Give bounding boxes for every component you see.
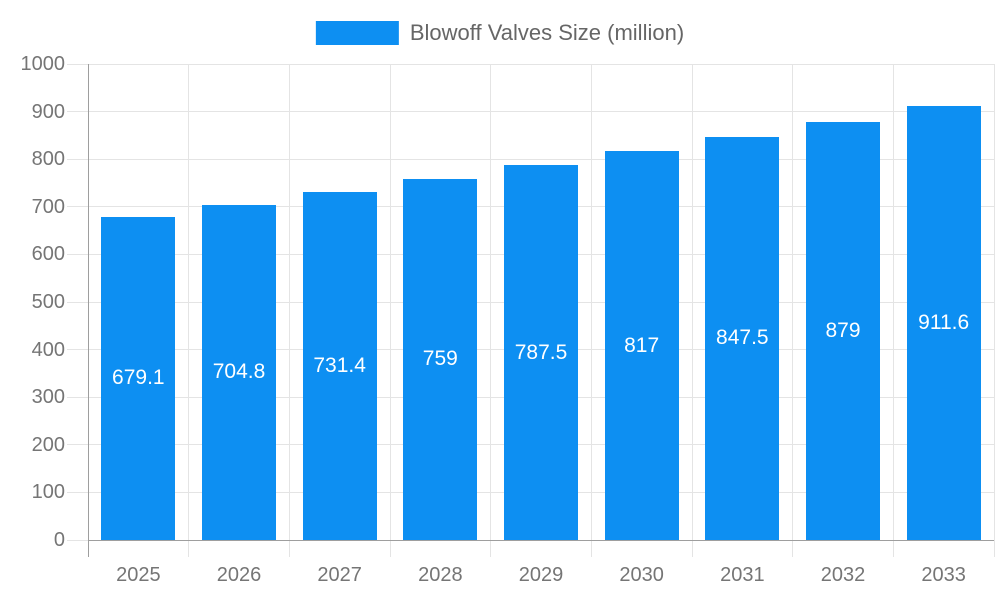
bar[interactable]	[302, 191, 377, 540]
gridline-vertical	[691, 64, 693, 557]
bar-value-label: 817	[624, 333, 660, 357]
gridline-vertical	[389, 64, 391, 557]
legend-swatch-icon	[315, 21, 399, 45]
gridline-vertical	[792, 64, 794, 557]
gridline-vertical	[490, 64, 492, 557]
x-axis-tick-label: 2027	[317, 564, 362, 586]
x-axis-line	[88, 539, 994, 541]
bar-value-label: 787.5	[514, 340, 568, 364]
bar-value-label: 879	[825, 318, 861, 342]
gridline-horizontal	[67, 63, 994, 65]
y-axis-tick-label: 600	[31, 243, 65, 266]
y-axis-tick-label: 100	[31, 481, 65, 504]
bar[interactable]	[604, 151, 679, 540]
y-axis-line	[87, 64, 89, 557]
gridline-vertical	[590, 64, 592, 557]
x-axis-tick-label: 2028	[418, 564, 463, 586]
y-axis-tick-label: 400	[31, 338, 65, 361]
bar[interactable]	[202, 204, 276, 540]
gridline-horizontal	[67, 111, 994, 113]
legend-item[interactable]: Blowoff Valves Size (million)	[315, 20, 685, 46]
bar-value-label: 731.4	[313, 353, 366, 377]
x-axis-tick-label: 2029	[518, 564, 564, 586]
y-axis-tick-label: 0	[53, 529, 65, 551]
legend-label: Blowoff Valves Size (million)	[409, 20, 685, 45]
x-axis-tick-label: 2030	[619, 564, 664, 586]
bar[interactable]	[806, 121, 880, 540]
y-axis-tick-label: 200	[31, 433, 65, 456]
gridline-horizontal	[67, 158, 994, 160]
bar[interactable]	[403, 178, 478, 540]
bar[interactable]	[504, 165, 578, 540]
x-axis-tick-label: 2026	[216, 564, 262, 586]
bar[interactable]	[705, 136, 780, 540]
bar-value-label: 679.1	[112, 366, 165, 390]
bar-value-label: 847.5	[716, 326, 769, 350]
y-axis-tick-label: 300	[31, 386, 65, 409]
bar[interactable]	[906, 106, 981, 540]
y-axis-tick-label: 500	[31, 291, 65, 313]
x-axis-tick-label: 2032	[820, 564, 866, 586]
bar-value-label: 759	[422, 347, 458, 371]
x-axis-tick-label: 2031	[720, 564, 765, 586]
y-axis-tick-label: 700	[31, 195, 65, 218]
y-axis-tick-label: 1000	[20, 53, 66, 75]
bar-value-label: 704.8	[212, 360, 266, 384]
gridline-vertical	[993, 64, 995, 557]
gridline-vertical	[892, 64, 894, 557]
x-axis-tick-label: 2033	[921, 564, 966, 586]
gridline-vertical	[288, 64, 290, 557]
y-axis-tick-label: 900	[31, 100, 65, 123]
bar-value-label: 911.6	[918, 311, 970, 335]
y-axis-tick-label: 800	[31, 148, 65, 171]
gridline-vertical	[188, 64, 190, 557]
x-axis-tick-label: 2025	[116, 564, 161, 586]
bar[interactable]	[101, 216, 176, 540]
